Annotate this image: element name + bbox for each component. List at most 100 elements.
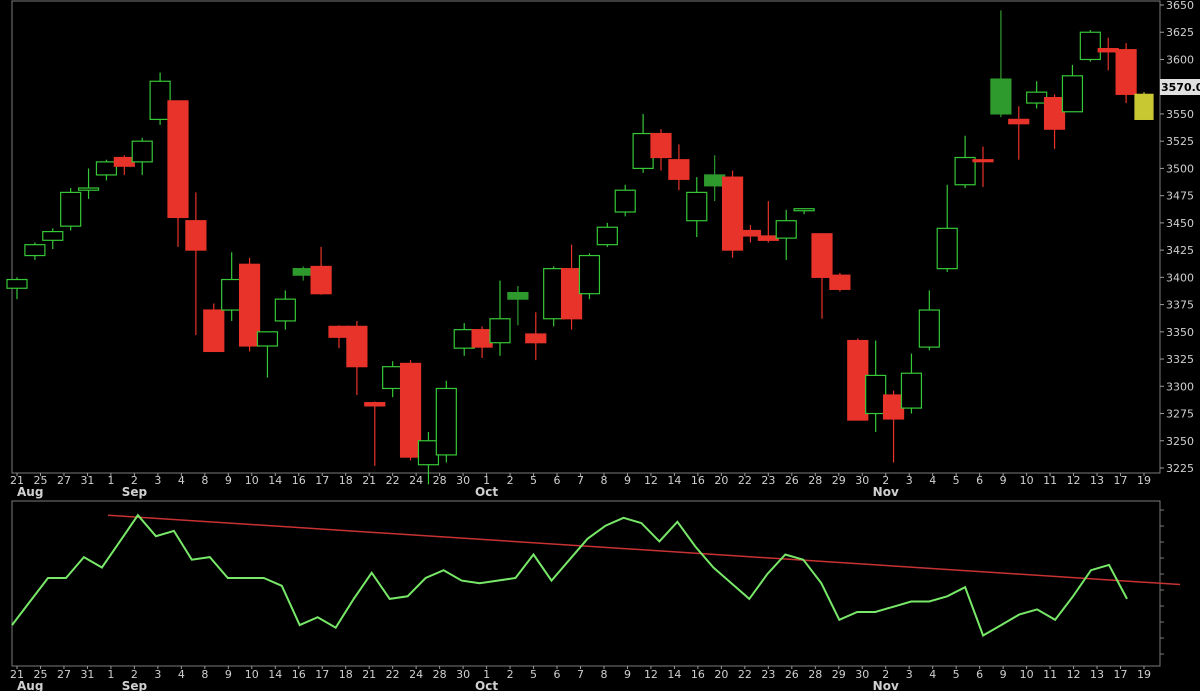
candle-body — [256, 331, 279, 347]
bottom-right-axis — [1160, 509, 1164, 655]
candle-body — [149, 80, 171, 120]
candle — [60, 188, 82, 231]
candle — [972, 146, 994, 187]
candle-body — [596, 226, 618, 246]
x-tick-label: 10 — [1020, 474, 1034, 487]
candle — [1115, 43, 1137, 104]
candle-body — [721, 176, 744, 251]
bottom-panel-frame — [11, 500, 1161, 667]
x-tick-label: 29 — [832, 474, 846, 487]
candle — [954, 135, 976, 189]
candlestick-series — [6, 10, 1154, 485]
candle-body — [793, 208, 815, 212]
x-tick-label: 16 — [691, 668, 705, 681]
candle — [1134, 92, 1154, 120]
month-label: Oct — [475, 679, 498, 691]
y-tick-label: 3400 — [1166, 271, 1194, 284]
candle — [990, 10, 1012, 118]
candle — [560, 244, 583, 330]
candle-body — [328, 325, 350, 338]
candle-body — [1097, 47, 1119, 53]
y-tick-label: 3275 — [1166, 408, 1194, 421]
x-tick-label: 1 — [107, 474, 114, 487]
candle — [1061, 64, 1084, 113]
candle — [95, 159, 118, 181]
candle-body — [1026, 91, 1048, 104]
x-tick-label: 2 — [507, 668, 514, 681]
x-tick-label: 27 — [57, 668, 71, 681]
candle-body — [399, 362, 422, 458]
x-axis-bottom: 21 25 27 31 1 2 3 4 8 9 10 14 16 17 18 21 22 24 28 30 1 2 5 6 7 8… — [10, 666, 1151, 691]
x-tick-label: 28 — [433, 474, 447, 487]
x-tick-label: 14 — [268, 668, 282, 681]
x-tick-label: 16 — [292, 668, 306, 681]
candle-body — [1115, 49, 1137, 95]
candle — [113, 155, 135, 175]
y-tick-label: 3225 — [1166, 462, 1194, 475]
candle-body — [185, 220, 207, 251]
candle — [811, 233, 833, 319]
y-tick-label: 3650 — [1166, 0, 1194, 12]
candle — [364, 401, 386, 466]
x-tick-label: 24 — [409, 474, 423, 487]
x-tick-label: 9 — [1000, 668, 1007, 681]
y-tick-label: 3325 — [1166, 353, 1194, 366]
x-tick-label: 28 — [433, 668, 447, 681]
x-tick-label: 6 — [554, 668, 561, 681]
x-tick-label: 4 — [178, 668, 185, 681]
x-tick-label: 5 — [953, 474, 960, 487]
x-tick-label: 2 — [131, 668, 138, 681]
candle — [256, 331, 279, 378]
candle-body — [221, 278, 243, 311]
candle — [292, 266, 314, 281]
candle — [668, 144, 690, 191]
x-axis-top: 21 25 27 31 1 2 3 4 8 9 10 14 16 17 18 21 22 24 28 30 1 2 5 6 7 8… — [10, 473, 1151, 499]
y-tick-label: 3600 — [1166, 53, 1194, 66]
candle-body — [847, 339, 869, 421]
x-tick-label: 19 — [1137, 474, 1151, 487]
x-tick-label: 6 — [976, 668, 983, 681]
candle-body — [131, 140, 153, 163]
x-tick-label: 19 — [1137, 668, 1151, 681]
x-tick-label: 6 — [976, 474, 983, 487]
candle — [185, 192, 207, 336]
candle-body — [936, 227, 958, 270]
candle — [686, 177, 708, 238]
x-tick-label: 31 — [80, 474, 94, 487]
x-tick-label: 27 — [57, 474, 71, 487]
candle-body — [203, 309, 225, 353]
y-tick-label: 3425 — [1166, 244, 1194, 257]
x-tick-label: 8 — [600, 668, 607, 681]
candle — [328, 325, 350, 349]
x-tick-label: 7 — [577, 668, 584, 681]
x-tick-label: 12 — [1067, 668, 1081, 681]
x-tick-label: 10 — [1020, 668, 1034, 681]
x-tick-label: 30 — [456, 668, 470, 681]
x-tick-label: 22 — [738, 668, 752, 681]
x-tick-label: 22 — [386, 474, 400, 487]
x-tick-label: 1 — [107, 668, 114, 681]
candle — [757, 201, 779, 243]
candle-body — [471, 329, 493, 348]
candle-body — [900, 372, 923, 409]
candle — [238, 257, 261, 352]
x-tick-label: 18 — [339, 668, 353, 681]
x-tick-label: 30 — [855, 668, 869, 681]
candle-body — [614, 189, 636, 213]
y-tick-label: 3250 — [1166, 435, 1194, 448]
candle-body — [292, 268, 314, 276]
x-tick-label: 5 — [953, 668, 960, 681]
x-tick-label: 5 — [530, 474, 537, 487]
x-tick-label: 2 — [882, 668, 889, 681]
candle — [704, 155, 726, 202]
y-tick-label: 3625 — [1166, 26, 1194, 39]
x-tick-label: 25 — [33, 474, 47, 487]
candle-body — [1134, 93, 1154, 120]
candle — [435, 380, 457, 463]
x-tick-label: 21 — [10, 474, 24, 487]
candle-body — [60, 191, 82, 227]
candle-body — [42, 230, 64, 241]
y-tick-label: 3475 — [1166, 190, 1194, 203]
candle-body — [1061, 75, 1084, 113]
candle — [936, 184, 958, 272]
